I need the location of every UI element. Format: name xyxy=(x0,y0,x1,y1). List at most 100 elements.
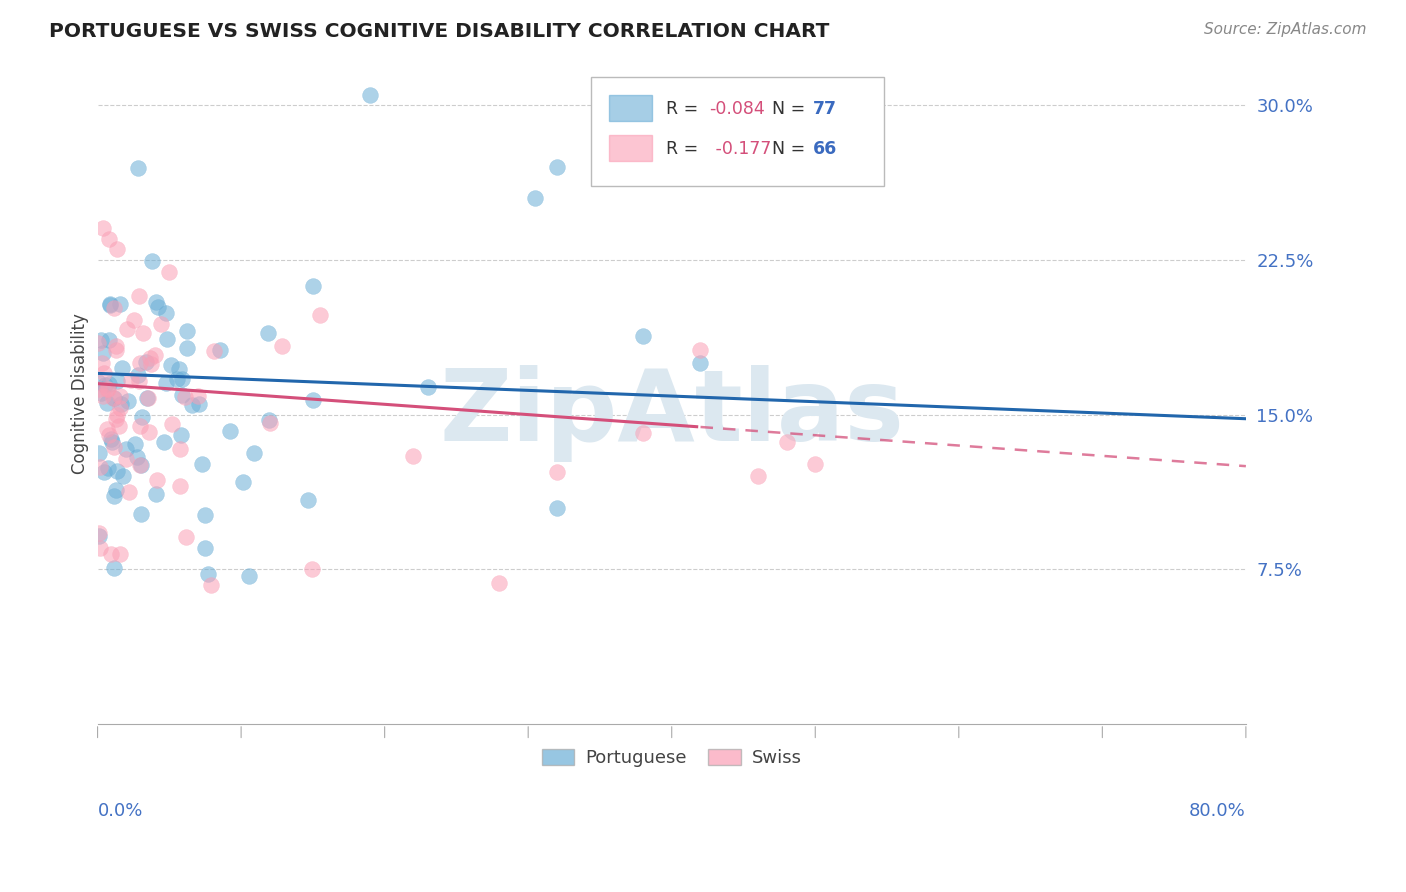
Point xyxy=(115,452,138,467)
Text: 0.0%: 0.0% xyxy=(97,802,143,821)
Point xyxy=(135,355,157,369)
Point xyxy=(190,457,212,471)
Point xyxy=(120,373,142,387)
Point xyxy=(98,298,121,312)
Point xyxy=(87,336,110,351)
Point xyxy=(103,561,125,575)
Point xyxy=(219,425,242,439)
Point xyxy=(118,485,141,500)
Point xyxy=(127,450,149,464)
Point xyxy=(775,434,797,449)
Point xyxy=(202,343,225,358)
Point xyxy=(93,366,115,380)
Point xyxy=(157,265,180,279)
Point xyxy=(110,397,132,411)
Point xyxy=(101,435,124,450)
Point xyxy=(238,569,260,583)
Point xyxy=(98,297,121,311)
Point xyxy=(418,380,440,394)
Point xyxy=(546,160,568,174)
Point xyxy=(87,382,110,396)
Point xyxy=(270,339,292,353)
Point xyxy=(129,508,152,522)
Point xyxy=(108,547,131,561)
Point xyxy=(100,433,122,447)
Text: 77: 77 xyxy=(813,101,837,119)
Point xyxy=(101,391,124,405)
Point xyxy=(103,489,125,503)
Point xyxy=(256,326,278,340)
Point xyxy=(359,87,381,102)
Point xyxy=(159,359,181,373)
Point xyxy=(128,289,150,303)
Point xyxy=(173,390,195,404)
FancyBboxPatch shape xyxy=(609,135,652,161)
Point xyxy=(141,358,163,372)
Point xyxy=(141,254,163,268)
Point xyxy=(97,382,120,396)
Point xyxy=(148,300,170,314)
Text: 80.0%: 80.0% xyxy=(1189,802,1246,821)
Point xyxy=(402,449,425,463)
Point xyxy=(208,343,231,357)
Point xyxy=(129,419,152,434)
Text: R =: R = xyxy=(666,101,704,119)
Point xyxy=(155,376,177,390)
Text: 66: 66 xyxy=(813,140,837,158)
Text: PORTUGUESE VS SWISS COGNITIVE DISABILITY CORRELATION CHART: PORTUGUESE VS SWISS COGNITIVE DISABILITY… xyxy=(49,22,830,41)
Point xyxy=(96,422,118,436)
Point xyxy=(804,457,827,471)
Point xyxy=(100,548,122,562)
Point xyxy=(131,410,153,425)
Point xyxy=(181,398,204,412)
Point xyxy=(309,308,332,322)
Point xyxy=(176,324,198,338)
Point xyxy=(174,530,197,544)
Point xyxy=(187,397,209,411)
Point xyxy=(108,389,131,403)
Point xyxy=(197,567,219,582)
Point xyxy=(105,242,128,256)
Point xyxy=(111,469,134,483)
Point xyxy=(232,475,254,489)
Point xyxy=(129,458,152,472)
Point xyxy=(170,387,193,401)
Point xyxy=(108,401,131,415)
Point xyxy=(128,458,150,472)
Point xyxy=(117,393,139,408)
Point xyxy=(90,386,112,401)
Point xyxy=(105,343,128,357)
Point xyxy=(488,576,510,591)
Point xyxy=(93,221,115,235)
Point xyxy=(146,473,169,487)
Point xyxy=(98,428,121,442)
Point xyxy=(90,333,112,347)
Point xyxy=(169,479,191,493)
Point xyxy=(98,232,121,246)
Point xyxy=(524,191,547,205)
Point xyxy=(128,374,150,388)
Point xyxy=(301,562,323,576)
Point xyxy=(91,389,114,403)
Text: ZipAtlas: ZipAtlas xyxy=(439,366,904,462)
Point xyxy=(631,329,654,343)
Point xyxy=(257,413,280,427)
Point xyxy=(108,419,131,434)
Point xyxy=(103,392,125,406)
Point xyxy=(170,372,193,386)
Point xyxy=(96,395,118,409)
Point xyxy=(194,541,217,556)
Point xyxy=(139,351,162,365)
Point xyxy=(103,440,125,454)
Point xyxy=(87,375,110,389)
Point xyxy=(98,377,121,392)
Point xyxy=(104,339,127,353)
Point xyxy=(138,425,160,439)
Point xyxy=(166,372,188,386)
Point xyxy=(689,343,711,357)
Text: R =: R = xyxy=(666,140,704,158)
Point xyxy=(97,333,120,347)
Point xyxy=(105,408,128,422)
Point xyxy=(91,356,114,370)
Point xyxy=(89,529,111,543)
